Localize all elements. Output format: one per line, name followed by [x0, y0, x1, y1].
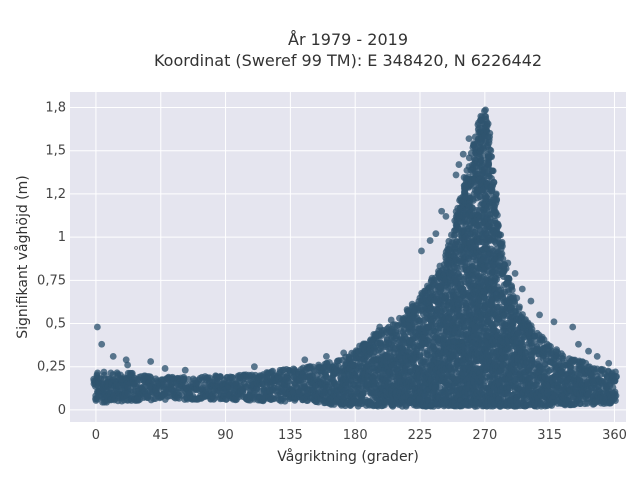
scatter-point	[505, 275, 513, 283]
chart-title-line-1: År 1979 - 2019	[288, 30, 408, 49]
scatter-point	[508, 283, 516, 291]
chart-title-line-2: Koordinat (Sweref 99 TM): E 348420, N 62…	[154, 51, 542, 70]
scatter-point	[488, 167, 496, 175]
scatter-point	[515, 305, 523, 312]
scatter-point	[253, 386, 260, 393]
scatter-point	[484, 120, 492, 128]
scatter-point	[495, 222, 502, 229]
scatter-point	[229, 374, 236, 381]
scatter-point	[378, 332, 385, 339]
scatter-point	[482, 113, 490, 120]
scatter-point	[210, 395, 218, 403]
scatter-point	[487, 152, 495, 160]
scatter-point	[513, 294, 521, 302]
scatter-point	[285, 378, 293, 386]
scatter-point	[519, 342, 527, 350]
scatter-point	[497, 231, 505, 239]
scatter-point	[493, 211, 501, 219]
scatter-point	[490, 179, 498, 186]
scatter-point	[484, 159, 492, 167]
scatter-point	[180, 375, 187, 383]
scatter-point	[94, 369, 101, 377]
scatter-point	[100, 368, 108, 376]
data-points	[90, 106, 620, 410]
scatter-point	[486, 133, 493, 141]
